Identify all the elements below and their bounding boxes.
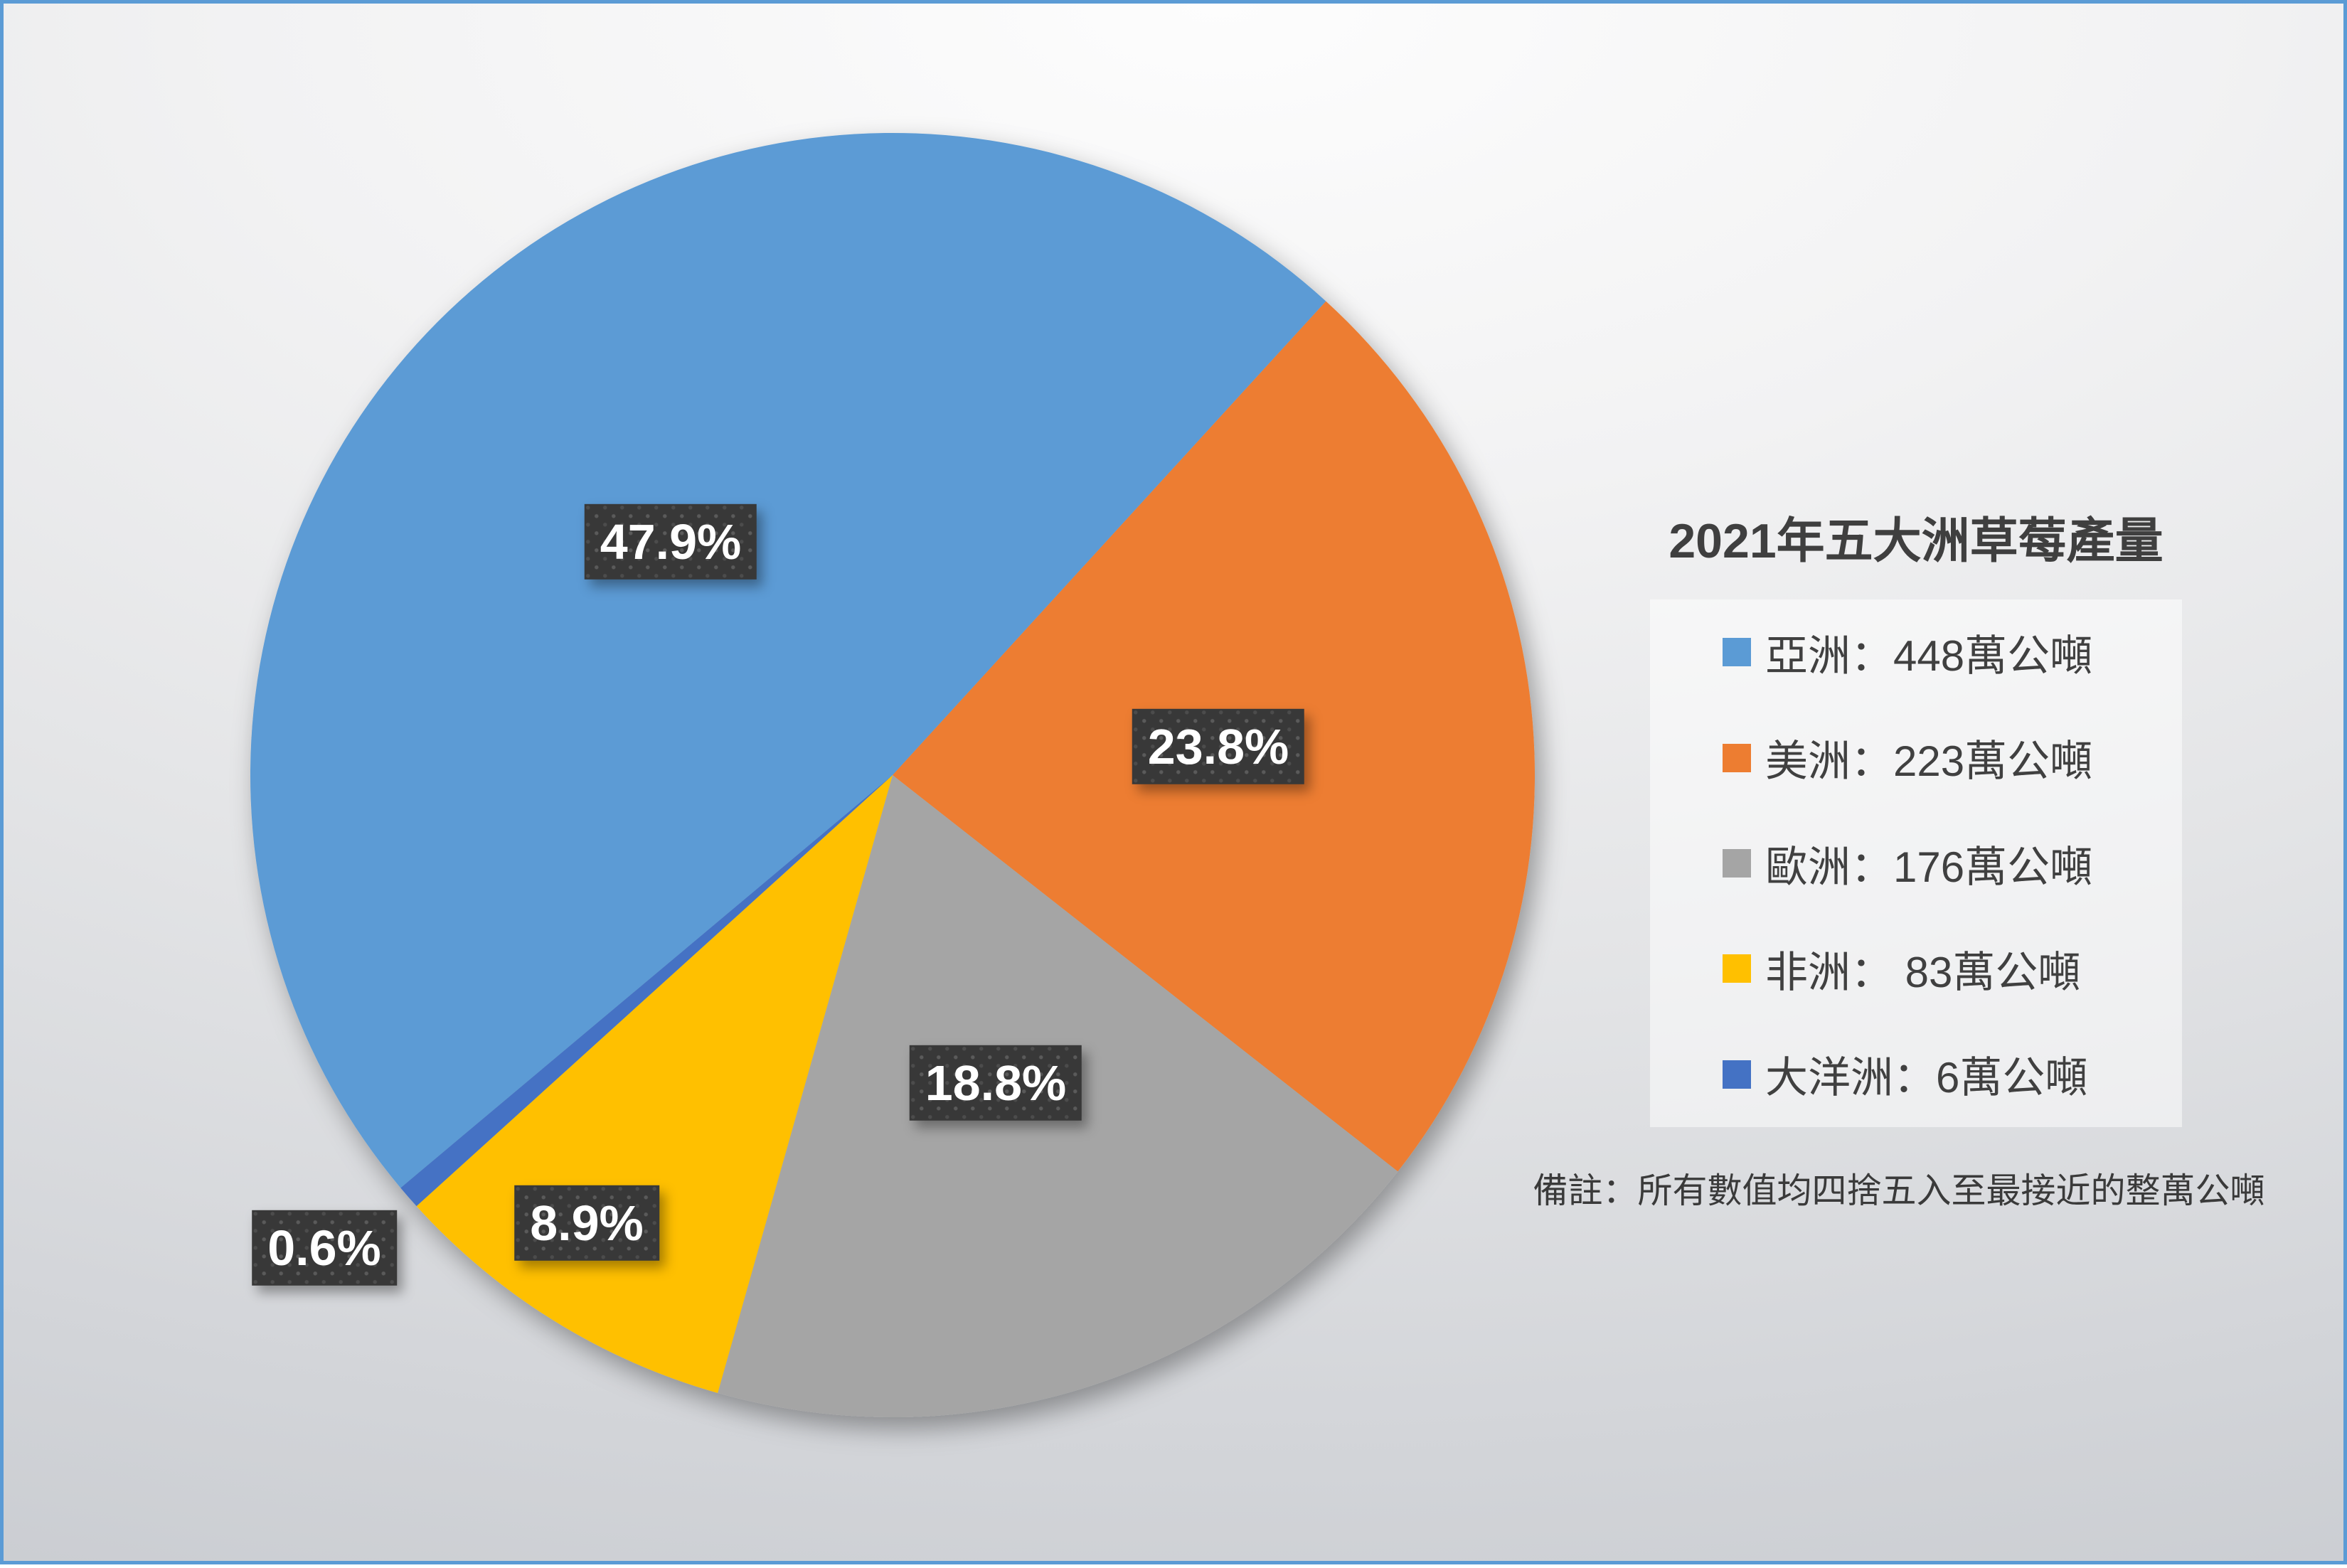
legend-swatch-americas	[1723, 743, 1751, 772]
pct-label-africa: 8.9%	[514, 1185, 659, 1261]
pct-label-americas: 23.8%	[1132, 709, 1304, 784]
legend-item-asia: 亞洲：448萬公噸	[1650, 599, 2182, 705]
legend-swatch-oceania	[1723, 1060, 1751, 1089]
pct-label-asia: 47.9%	[585, 504, 757, 580]
legend-swatch-africa	[1723, 954, 1751, 983]
pie-slice-oceania	[400, 775, 893, 1207]
chart-legend: 亞洲：448萬公噸 美洲：223萬公噸 歐洲：176萬公噸 非洲： 83萬公噸 …	[1650, 599, 2182, 1127]
chart-note: 備註：所有數值均四捨五入至最接近的整萬公噸	[1533, 1172, 2265, 1210]
legend-label-americas: 美洲：223萬公噸	[1765, 737, 2093, 786]
legend-item-oceania: 大洋洲：6萬公噸	[1650, 1022, 2182, 1127]
legend-label-africa: 非洲： 83萬公噸	[1765, 948, 2081, 996]
pct-label-europe: 18.8%	[910, 1045, 1082, 1121]
legend-swatch-asia	[1723, 638, 1751, 667]
legend-swatch-europe	[1723, 849, 1751, 878]
pct-label-oceania: 0.6%	[252, 1210, 397, 1286]
legend-item-africa: 非洲： 83萬公噸	[1650, 916, 2182, 1021]
legend-label-oceania: 大洋洲：6萬公噸	[1765, 1054, 2088, 1102]
legend-label-europe: 歐洲：176萬公噸	[1765, 843, 2093, 891]
legend-label-asia: 亞洲：448萬公噸	[1765, 631, 2093, 680]
pie-slice-asia	[250, 132, 1326, 1188]
legend-item-americas: 美洲：223萬公噸	[1650, 705, 2182, 810]
legend-item-europe: 歐洲：176萬公噸	[1650, 811, 2182, 916]
chart-title: 2021年五大洲草莓產量	[1669, 514, 2164, 568]
